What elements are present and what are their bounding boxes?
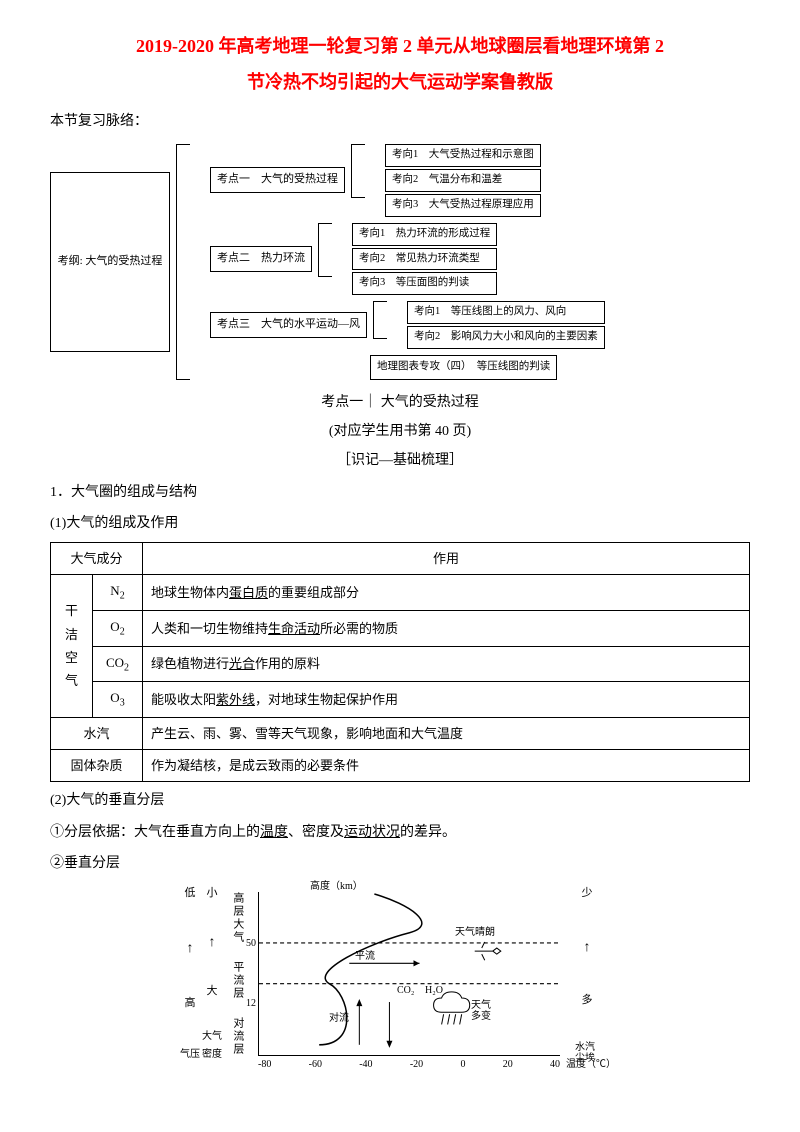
table-cell: O2 <box>93 610 143 646</box>
bracket-icon <box>176 144 190 380</box>
table-cell: 地球生物体内蛋白质的重要组成部分 <box>143 575 750 611</box>
flowchart-leaf: 考向2 常见热力环流类型 <box>352 248 497 271</box>
table-cell: 绿色植物进行光合作用的原料 <box>143 646 750 682</box>
heading-1: 1．大气圈的组成与结构 <box>50 480 750 505</box>
table-cell: 固体杂质 <box>51 750 143 782</box>
flowchart-branch-1: 考点一 大气的受热过程 <box>210 167 345 193</box>
table-header: 大气成分 <box>51 542 143 574</box>
section-note: ［识记—基础梳理］ <box>50 448 750 473</box>
review-flowchart: 考纲: 大气的受热过程 考点一 大气的受热过程 考向1 大气受热过程和示意图 考… <box>50 144 750 380</box>
flowchart-leaf: 考向2 影响风力大小和风向的主要因素 <box>407 326 605 349</box>
heading-1-2: (2)大气的垂直分层 <box>50 788 750 813</box>
plane-icon <box>475 942 501 960</box>
flowchart-branch-2: 考点二 热力环流 <box>210 246 312 272</box>
flowchart-leaf: 考向2 气温分布和温差 <box>385 169 541 192</box>
table-header: 作用 <box>143 542 750 574</box>
flowchart-branch-3: 考点三 大气的水平运动—风 <box>210 312 367 338</box>
bracket-icon <box>351 144 365 198</box>
table-cell: 人类和一切生物维持生命活动所必需的物质 <box>143 610 750 646</box>
flowchart-leaf: 考向3 大气受热过程原理应用 <box>385 194 541 217</box>
flowchart-leaf: 考向1 热力环流的形成过程 <box>352 223 497 246</box>
composition-table: 大气成分 作用 干洁空气 N2 地球生物体内蛋白质的重要组成部分 O2 人类和一… <box>50 542 750 783</box>
page-ref: (对应学生用书第 40 页) <box>50 419 750 444</box>
table-cell: CO2 <box>93 646 143 682</box>
flowchart-leaf: 考向1 等压线图上的风力、风向 <box>407 301 605 324</box>
table-cell: N2 <box>93 575 143 611</box>
table-cell: 作为凝结核，是成云致雨的必要条件 <box>143 750 750 782</box>
y-ticks: 50 12 <box>240 892 256 1056</box>
bracket-icon <box>373 301 387 339</box>
doc-title-line1: 2019-2020 年高考地理一轮复习第 2 单元从地球圈层看地理环境第 2 <box>50 30 750 62</box>
x-ticks: -80 -60 -40 -20 0 20 40 <box>258 1056 560 1074</box>
temperature-curve-svg <box>259 892 560 1055</box>
table-cell: 水汽 <box>51 717 143 749</box>
arrow-up-icon: ↑ <box>187 936 194 961</box>
bracket-icon <box>318 223 332 277</box>
flowchart-leaf: 考向1 大气受热过程和示意图 <box>385 144 541 167</box>
arrow-up-icon: ↑ <box>584 935 591 960</box>
heading-1-1: (1)大气的组成及作用 <box>50 511 750 536</box>
weather-label: 天气多变 <box>471 1000 495 1022</box>
table-group-label: 干洁空气 <box>51 575 93 717</box>
flowchart-bottom: 地理图表专攻（四） 等压线图的判读 <box>370 355 557 380</box>
heading-1-2-1: ①分层依据：大气在垂直方向上的温度、密度及运动状况的差异。 <box>50 820 750 845</box>
doc-title-line2: 节冷热不均引起的大气运动学案鲁教版 <box>50 66 750 98</box>
right-axis-vapor: 少 ↑ 多 水汽尘埃 <box>572 884 602 1064</box>
table-cell: O3 <box>93 682 143 718</box>
table-cell: 产生云、雨、雾、雪等天气现象，影响地面和大气温度 <box>143 717 750 749</box>
atmosphere-diagram: 低 ↑ 高 气压 小 ↑ 大 大气密度 高层大气 平流层 对流层 高度（km） … <box>180 884 620 1084</box>
left-axis-pressure: 低 ↑ 高 气压 <box>180 884 200 1064</box>
table-cell: 能吸收太阳紫外线，对地球生物起保护作用 <box>143 682 750 718</box>
weather-label: 天气晴朗 <box>455 924 495 942</box>
chart-area: 平流 对流 CO₂ H₂O 天气晴朗 天气多变 <box>258 892 560 1056</box>
flow-label: 平流 <box>355 948 375 966</box>
flowchart-leaf: 考向3 等压面图的判读 <box>352 272 497 295</box>
left-axis-density: 小 ↑ 大 大气密度 <box>202 884 222 1064</box>
gas-label: CO₂ <box>397 982 414 1000</box>
heading-1-2-2: ②垂直分层 <box>50 851 750 876</box>
gas-label: H₂O <box>425 982 443 1000</box>
arrow-up-icon: ↑ <box>209 930 216 955</box>
kaodian-heading: 考点一｜ 大气的受热过程 <box>50 390 750 415</box>
flow-label: 对流 <box>329 1010 349 1028</box>
flowchart-root: 考纲: 大气的受热过程 <box>50 172 170 352</box>
intro-text: 本节复习脉络： <box>50 109 750 134</box>
